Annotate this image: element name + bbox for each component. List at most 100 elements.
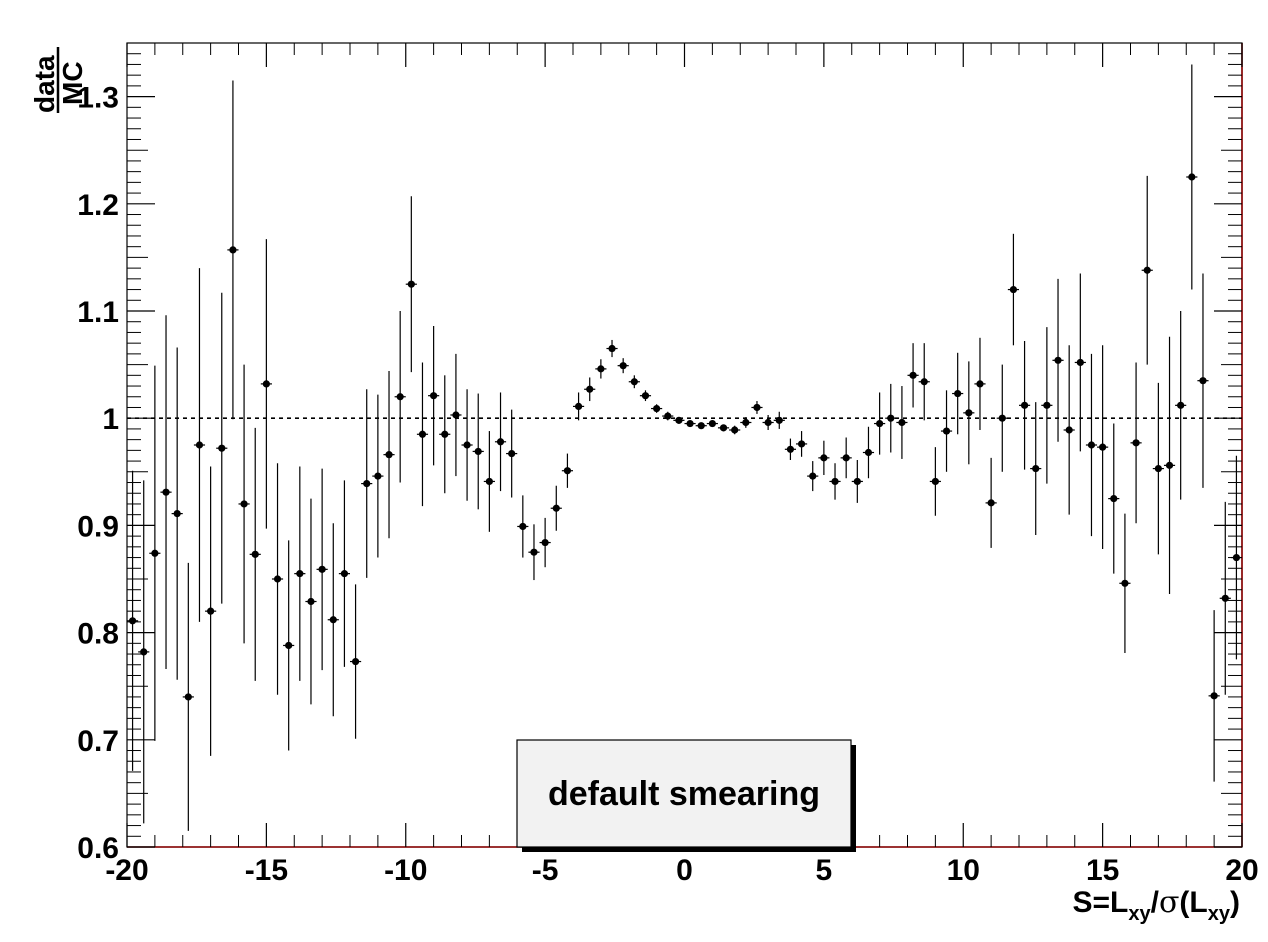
data-point bbox=[350, 584, 362, 739]
data-point bbox=[1097, 345, 1109, 549]
data-marker bbox=[541, 538, 549, 547]
data-marker bbox=[474, 447, 482, 456]
x-tick-label: 10 bbox=[947, 854, 980, 887]
data-marker bbox=[128, 617, 137, 625]
data-marker bbox=[184, 693, 192, 701]
data-marker bbox=[1043, 401, 1051, 409]
data-marker bbox=[407, 280, 415, 288]
data-point bbox=[249, 427, 261, 681]
y-tick-label: 1.1 bbox=[77, 296, 119, 329]
data-point bbox=[1052, 278, 1064, 442]
data-point bbox=[885, 383, 897, 453]
data-marker bbox=[1087, 441, 1096, 449]
data-marker bbox=[797, 440, 806, 448]
data-marker bbox=[965, 409, 973, 417]
data-point bbox=[1019, 341, 1031, 470]
data-point bbox=[929, 447, 941, 516]
x-tick-label: 15 bbox=[1086, 854, 1119, 887]
data-marker bbox=[418, 430, 427, 438]
data-point bbox=[1219, 501, 1231, 695]
data-marker bbox=[351, 657, 360, 666]
data-marker bbox=[162, 488, 170, 496]
data-marker bbox=[842, 454, 850, 462]
data-marker bbox=[887, 414, 895, 422]
data-point bbox=[695, 422, 707, 430]
data-point bbox=[338, 480, 350, 667]
data-marker bbox=[831, 477, 839, 486]
data-marker bbox=[1210, 692, 1218, 700]
x-axis-title-open: (L bbox=[1179, 886, 1207, 919]
data-marker bbox=[909, 371, 917, 379]
data-marker bbox=[195, 441, 204, 449]
x-tick-label: -20 bbox=[105, 854, 148, 887]
y-tick-label: 0.9 bbox=[77, 510, 119, 543]
data-marker bbox=[273, 575, 282, 583]
data-point bbox=[829, 463, 841, 500]
data-point bbox=[840, 437, 852, 479]
data-point bbox=[316, 468, 328, 671]
y-axis-title-numerator: data bbox=[29, 55, 60, 113]
data-point bbox=[1085, 353, 1098, 537]
data-point bbox=[1108, 423, 1120, 574]
data-point bbox=[361, 389, 373, 578]
data-marker bbox=[385, 451, 393, 459]
x-tick-label: 0 bbox=[676, 854, 693, 887]
data-marker bbox=[820, 454, 828, 462]
data-marker bbox=[563, 467, 572, 475]
data-marker bbox=[519, 522, 527, 531]
data-marker bbox=[1188, 173, 1196, 181]
data-point bbox=[216, 292, 228, 604]
data-point bbox=[1175, 311, 1187, 500]
y-tick-label: 0.8 bbox=[77, 618, 119, 651]
data-marker bbox=[664, 412, 672, 420]
data-point bbox=[238, 364, 250, 644]
data-marker bbox=[742, 418, 750, 427]
data-point bbox=[260, 239, 272, 529]
data-point bbox=[851, 460, 863, 503]
data-point bbox=[550, 485, 562, 531]
data-point bbox=[428, 326, 440, 466]
data-point bbox=[416, 362, 429, 507]
data-marker bbox=[597, 365, 605, 373]
data-marker bbox=[1177, 401, 1185, 409]
data-point bbox=[1007, 233, 1019, 346]
data-point bbox=[227, 80, 239, 420]
data-marker bbox=[1165, 461, 1174, 469]
data-point bbox=[974, 337, 986, 430]
data-point bbox=[706, 419, 718, 428]
data-marker bbox=[1132, 439, 1140, 447]
data-point bbox=[762, 414, 774, 430]
data-point bbox=[662, 411, 674, 421]
data-point bbox=[773, 411, 785, 429]
data-marker bbox=[619, 362, 627, 370]
data-point bbox=[528, 524, 540, 581]
data-marker bbox=[608, 344, 616, 353]
data-marker bbox=[1121, 579, 1129, 587]
data-marker bbox=[987, 499, 995, 507]
data-marker bbox=[530, 548, 538, 556]
data-point bbox=[383, 371, 395, 539]
data-point bbox=[539, 517, 551, 568]
data-marker bbox=[307, 597, 315, 606]
data-marker bbox=[285, 641, 293, 650]
data-marker bbox=[441, 430, 449, 438]
legend: default smearing bbox=[516, 739, 856, 852]
data-marker bbox=[240, 500, 248, 508]
data-marker bbox=[552, 504, 560, 512]
data-marker bbox=[485, 477, 493, 486]
data-point bbox=[1230, 455, 1242, 660]
data-marker bbox=[708, 419, 716, 428]
data-marker bbox=[731, 426, 739, 434]
data-marker bbox=[452, 411, 460, 419]
data-marker bbox=[898, 418, 906, 427]
x-tick-label: -15 bbox=[245, 854, 288, 887]
data-marker bbox=[1020, 401, 1029, 409]
data-point bbox=[439, 375, 451, 494]
data-point bbox=[483, 431, 495, 532]
data-point bbox=[461, 389, 473, 501]
data-point bbox=[405, 196, 417, 373]
data-point bbox=[517, 495, 529, 558]
data-marker bbox=[1110, 495, 1118, 503]
x-tick-label: -10 bbox=[384, 854, 427, 887]
data-marker bbox=[809, 472, 817, 480]
